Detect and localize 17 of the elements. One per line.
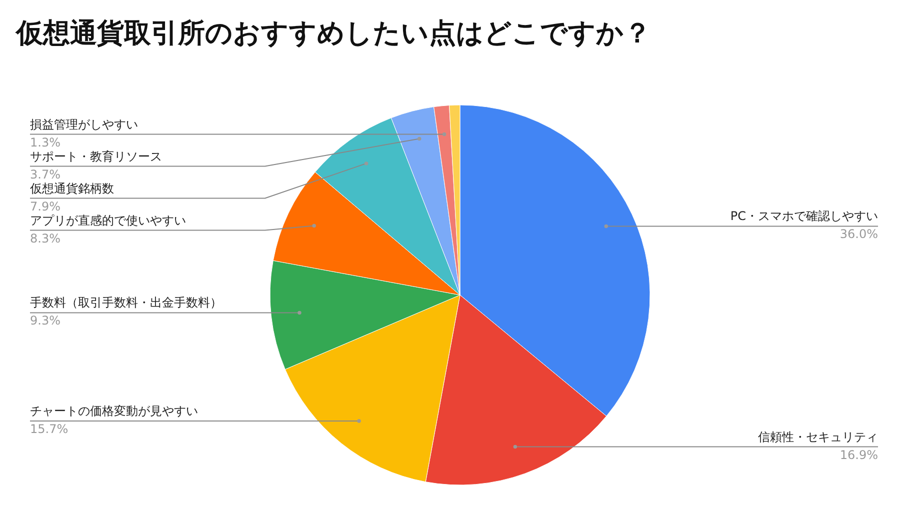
data-label: 8.3%	[30, 231, 60, 246]
slice-label: アプリが直感的で使いやすい	[30, 213, 186, 228]
data-label: 9.3%	[30, 314, 60, 328]
data-label: 1.3%	[30, 135, 60, 150]
slice-label: 信頼性・セキュリティ	[758, 430, 878, 444]
slice-label: PC・スマホで確認しやすい	[730, 209, 878, 224]
data-label: 15.7%	[30, 422, 68, 436]
slice-label: 損益管理がしやすい	[30, 117, 138, 132]
data-label: 16.9%	[840, 448, 878, 462]
data-label: 7.9%	[30, 199, 60, 214]
data-label: 36.0%	[840, 227, 878, 242]
slice-label: 仮想通貨銘柄数	[29, 181, 114, 196]
slice-label: チャートの価格変動が見やすい	[30, 404, 198, 418]
chart-title: 仮想通貨取引所のおすすめしたい点はどこですか？	[15, 18, 651, 49]
data-label: 3.7%	[30, 167, 60, 182]
slice-label: サポート・教育リソース	[30, 149, 162, 164]
slice-label: 手数料（取引手数料・出金手数料）	[30, 296, 222, 310]
